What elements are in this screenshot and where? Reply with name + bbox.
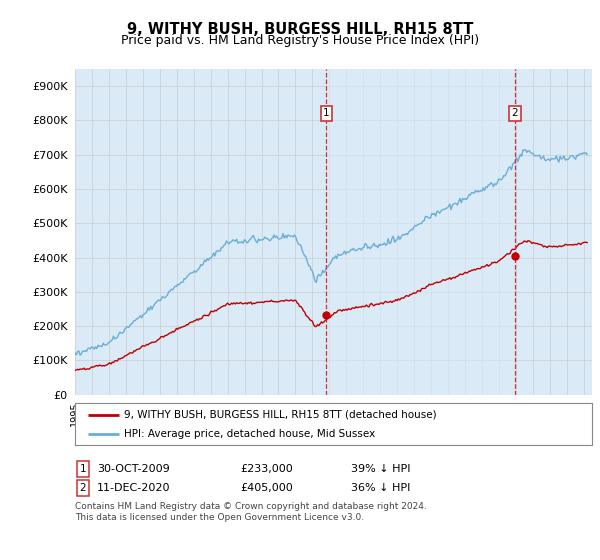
- Text: 1: 1: [323, 109, 330, 119]
- Text: Contains HM Land Registry data © Crown copyright and database right 2024.: Contains HM Land Registry data © Crown c…: [75, 502, 427, 511]
- Text: 2: 2: [79, 483, 86, 493]
- Text: £233,000: £233,000: [240, 464, 293, 474]
- Text: 9, WITHY BUSH, BURGESS HILL, RH15 8TT: 9, WITHY BUSH, BURGESS HILL, RH15 8TT: [127, 22, 473, 38]
- Text: Price paid vs. HM Land Registry's House Price Index (HPI): Price paid vs. HM Land Registry's House …: [121, 34, 479, 46]
- Text: 36% ↓ HPI: 36% ↓ HPI: [351, 483, 410, 493]
- Text: 30-OCT-2009: 30-OCT-2009: [97, 464, 170, 474]
- Text: 1: 1: [79, 464, 86, 474]
- Bar: [326, 69, 515, 395]
- Text: 2: 2: [512, 109, 518, 119]
- Text: 11-DEC-2020: 11-DEC-2020: [97, 483, 170, 493]
- Text: HPI: Average price, detached house, Mid Sussex: HPI: Average price, detached house, Mid …: [124, 429, 376, 439]
- Text: 39% ↓ HPI: 39% ↓ HPI: [351, 464, 410, 474]
- Text: This data is licensed under the Open Government Licence v3.0.: This data is licensed under the Open Gov…: [75, 513, 364, 522]
- Text: £405,000: £405,000: [240, 483, 293, 493]
- Text: 9, WITHY BUSH, BURGESS HILL, RH15 8TT (detached house): 9, WITHY BUSH, BURGESS HILL, RH15 8TT (d…: [124, 409, 437, 419]
